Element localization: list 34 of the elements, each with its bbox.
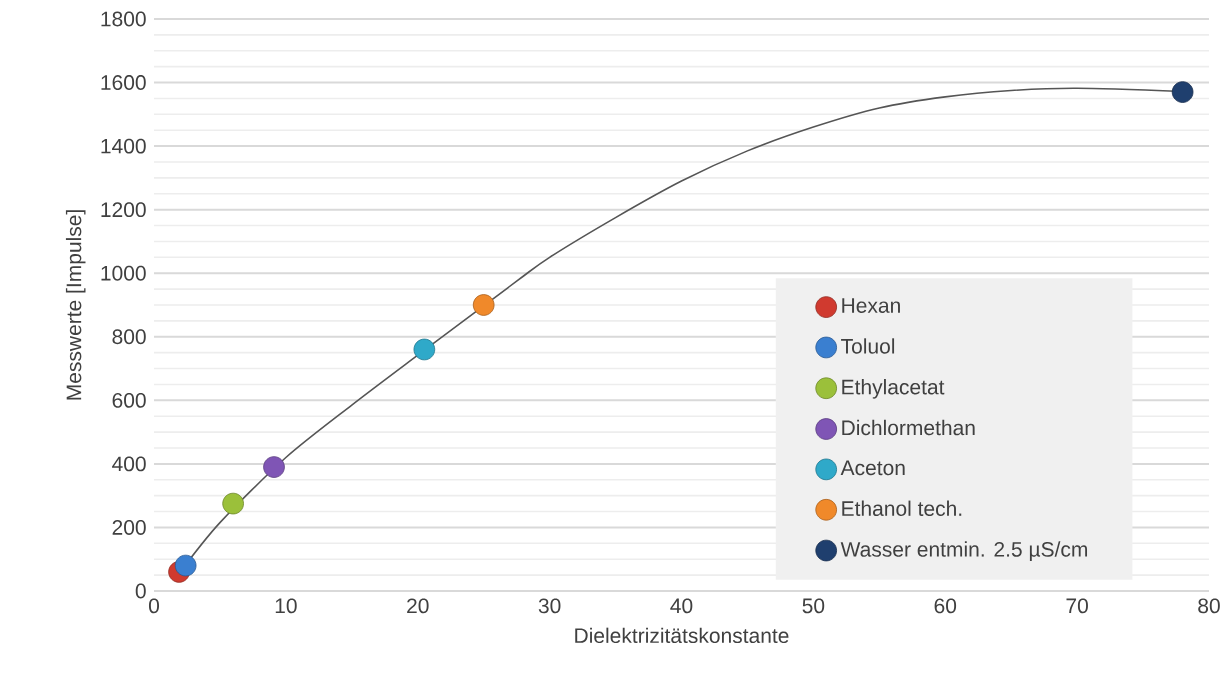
x-tick-label: 30 [538, 598, 561, 614]
legend-label: Hexan [842, 298, 900, 313]
point [1171, 81, 1194, 103]
legend-label: Toluol [841, 338, 895, 354]
y-tick-label: 400 [112, 456, 146, 472]
y-tick-label: 800 [112, 329, 146, 345]
x-tick-label: 0 [148, 598, 160, 614]
point [222, 492, 244, 515]
y-axis-title: Messwerte [Impulse] [65, 210, 86, 400]
legend-label: Ethanol tech. [842, 500, 962, 517]
x-tick-label: 50 [802, 598, 825, 614]
legend-label: Ethylacetat [842, 379, 945, 399]
x-axis-title: Dielektrizitätskonstante [575, 627, 789, 644]
x-tick-label: 60 [934, 598, 957, 614]
x-tick-label: 40 [670, 598, 693, 614]
y-tick-label: 1800 [101, 11, 146, 27]
x-tick-label: 70 [1066, 598, 1088, 614]
x-tick-label: 20 [407, 598, 429, 614]
y-tick-label: 600 [112, 392, 146, 408]
y-tick-label: 0 [135, 583, 146, 599]
legend-label: Aceton [840, 460, 905, 476]
y-tick-label: 1600 [101, 75, 146, 90]
point [472, 294, 495, 316]
y-tick-label: 1200 [101, 202, 146, 218]
y-tick-label: 200 [112, 520, 146, 535]
point [174, 554, 197, 577]
y-tick-label: 1400 [101, 138, 146, 154]
y-tick-label: 1000 [101, 265, 146, 281]
legend-label: Dichlormethan [842, 419, 975, 436]
x-tick-label: 10 [275, 598, 297, 614]
x-tick-label: 80 [1198, 598, 1220, 614]
point [413, 338, 436, 361]
point [263, 456, 285, 478]
legend-label: Wasser entmin. 2.5 µS/cm [840, 541, 1088, 561]
